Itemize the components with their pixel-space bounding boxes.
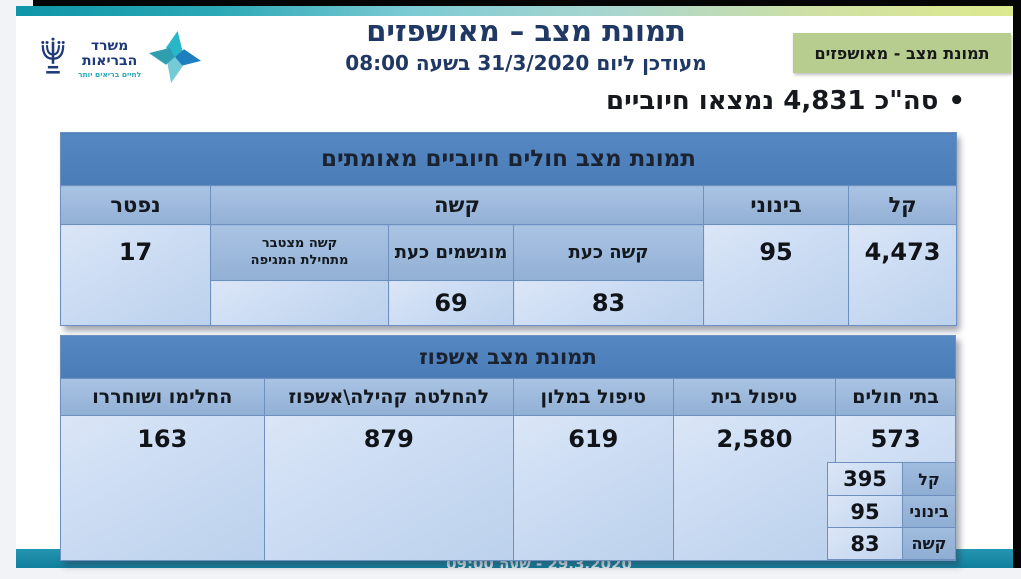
value-pending-decision: 879: [263, 416, 513, 560]
col-header-severe-group: קשה: [210, 185, 705, 225]
menorah-icon: [36, 34, 70, 84]
value-home-care: 2,580: [672, 416, 836, 560]
col-header-hotel-care: טיפול במלון: [512, 378, 673, 416]
sub-header-severe-cumulative: קשה מצטבר מתחילת המגיפה: [210, 224, 390, 281]
total-positive-bullet: • סה"כ 4,831 נמצאו חיוביים: [606, 86, 965, 116]
top-black-bar: [33, 0, 1021, 6]
breakdown-label-light: קל: [902, 463, 955, 495]
value-severe-cumulative: [210, 280, 390, 326]
bullet-glyph: •: [948, 86, 965, 116]
slide: משרד הבריאות לחיים בריאים יותר תמונת מצב…: [16, 6, 1013, 568]
page-title: תמונת מצב – מאושפזים: [366, 14, 686, 48]
breakdown-row-severe: קשה 83: [828, 527, 955, 559]
value-hospitals: 573: [870, 425, 921, 453]
value-ventilated-now: 69: [388, 280, 515, 326]
confirmed-patients-table: תמונת מצב חולים חיוביים מאומתים קל בינונ…: [59, 132, 958, 326]
right-black-bar: [1013, 0, 1021, 568]
col-header-light: קל: [848, 185, 958, 225]
severe-cumulative-line2: מתחילת המגיפה: [250, 252, 349, 268]
breakdown-label-moderate: בינוני: [902, 496, 955, 527]
logo-text: משרד הבריאות לחיים בריאים יותר: [78, 39, 141, 78]
value-light: 4,473: [848, 224, 958, 326]
breakdown-value-light: 395: [828, 463, 902, 495]
confirmed-table-title: תמונת מצב חולים חיוביים מאומתים: [59, 132, 958, 186]
title-block: תמונת מצב – מאושפזים מעודכן ליום 31/3/20…: [306, 14, 746, 75]
ministry-of-health-logo: משרד הבריאות לחיים בריאים יותר: [36, 28, 216, 90]
col-header-deceased: נפטר: [59, 185, 212, 225]
hospitalization-table: תמונת מצב אשפוז בתי חולים טיפול בית טיפו…: [60, 335, 956, 561]
value-moderate: 95: [703, 224, 850, 326]
breakdown-row-moderate: בינוני 95: [828, 495, 955, 527]
top-gradient-strip: [16, 6, 1013, 16]
total-positive-text: סה"כ 4,831 נמצאו חיוביים: [606, 86, 939, 116]
value-recovered-discharged: 163: [61, 416, 264, 560]
value-severe-now: 83: [513, 280, 705, 326]
col-header-recovered-discharged: החלימו ושוחררו: [61, 378, 264, 416]
col-header-hospitals: בתי חולים: [835, 378, 955, 416]
hospitalization-table-title: תמונת מצב אשפוז: [61, 336, 955, 378]
sub-header-ventilated-now: מונשמים כעת: [388, 224, 515, 281]
moh-star-icon: [149, 31, 202, 87]
breakdown-row-light: קל 395: [828, 463, 955, 495]
breakdown-value-severe: 83: [828, 528, 902, 559]
hospitals-severity-breakdown: קל 395 בינוני 95 קשה 83: [827, 462, 956, 560]
logo-ministry-line2: הבריאות: [81, 53, 138, 70]
tab-hospitalized-status[interactable]: תמונת מצב - מאושפזים: [793, 33, 1011, 73]
col-header-moderate: בינוני: [703, 185, 850, 225]
page-subtitle: מעודכן ליום 31/3/2020 בשעה 08:00: [345, 50, 707, 75]
col-header-pending-decision: להחלטה קהילה\אשפוז: [263, 378, 513, 416]
sub-header-severe-now: קשה כעת: [513, 224, 705, 281]
breakdown-value-moderate: 95: [828, 496, 902, 527]
logo-tagline: לחיים בריאים יותר: [78, 69, 142, 79]
breakdown-label-severe: קשה: [902, 528, 955, 559]
logo-ministry-line1: משרד: [90, 38, 129, 55]
value-hotel-care: 619: [512, 416, 673, 560]
severe-cumulative-line1: קשה מצטבר: [261, 235, 338, 251]
value-deceased: 17: [59, 224, 212, 326]
col-header-home-care: טיפול בית: [672, 378, 836, 416]
